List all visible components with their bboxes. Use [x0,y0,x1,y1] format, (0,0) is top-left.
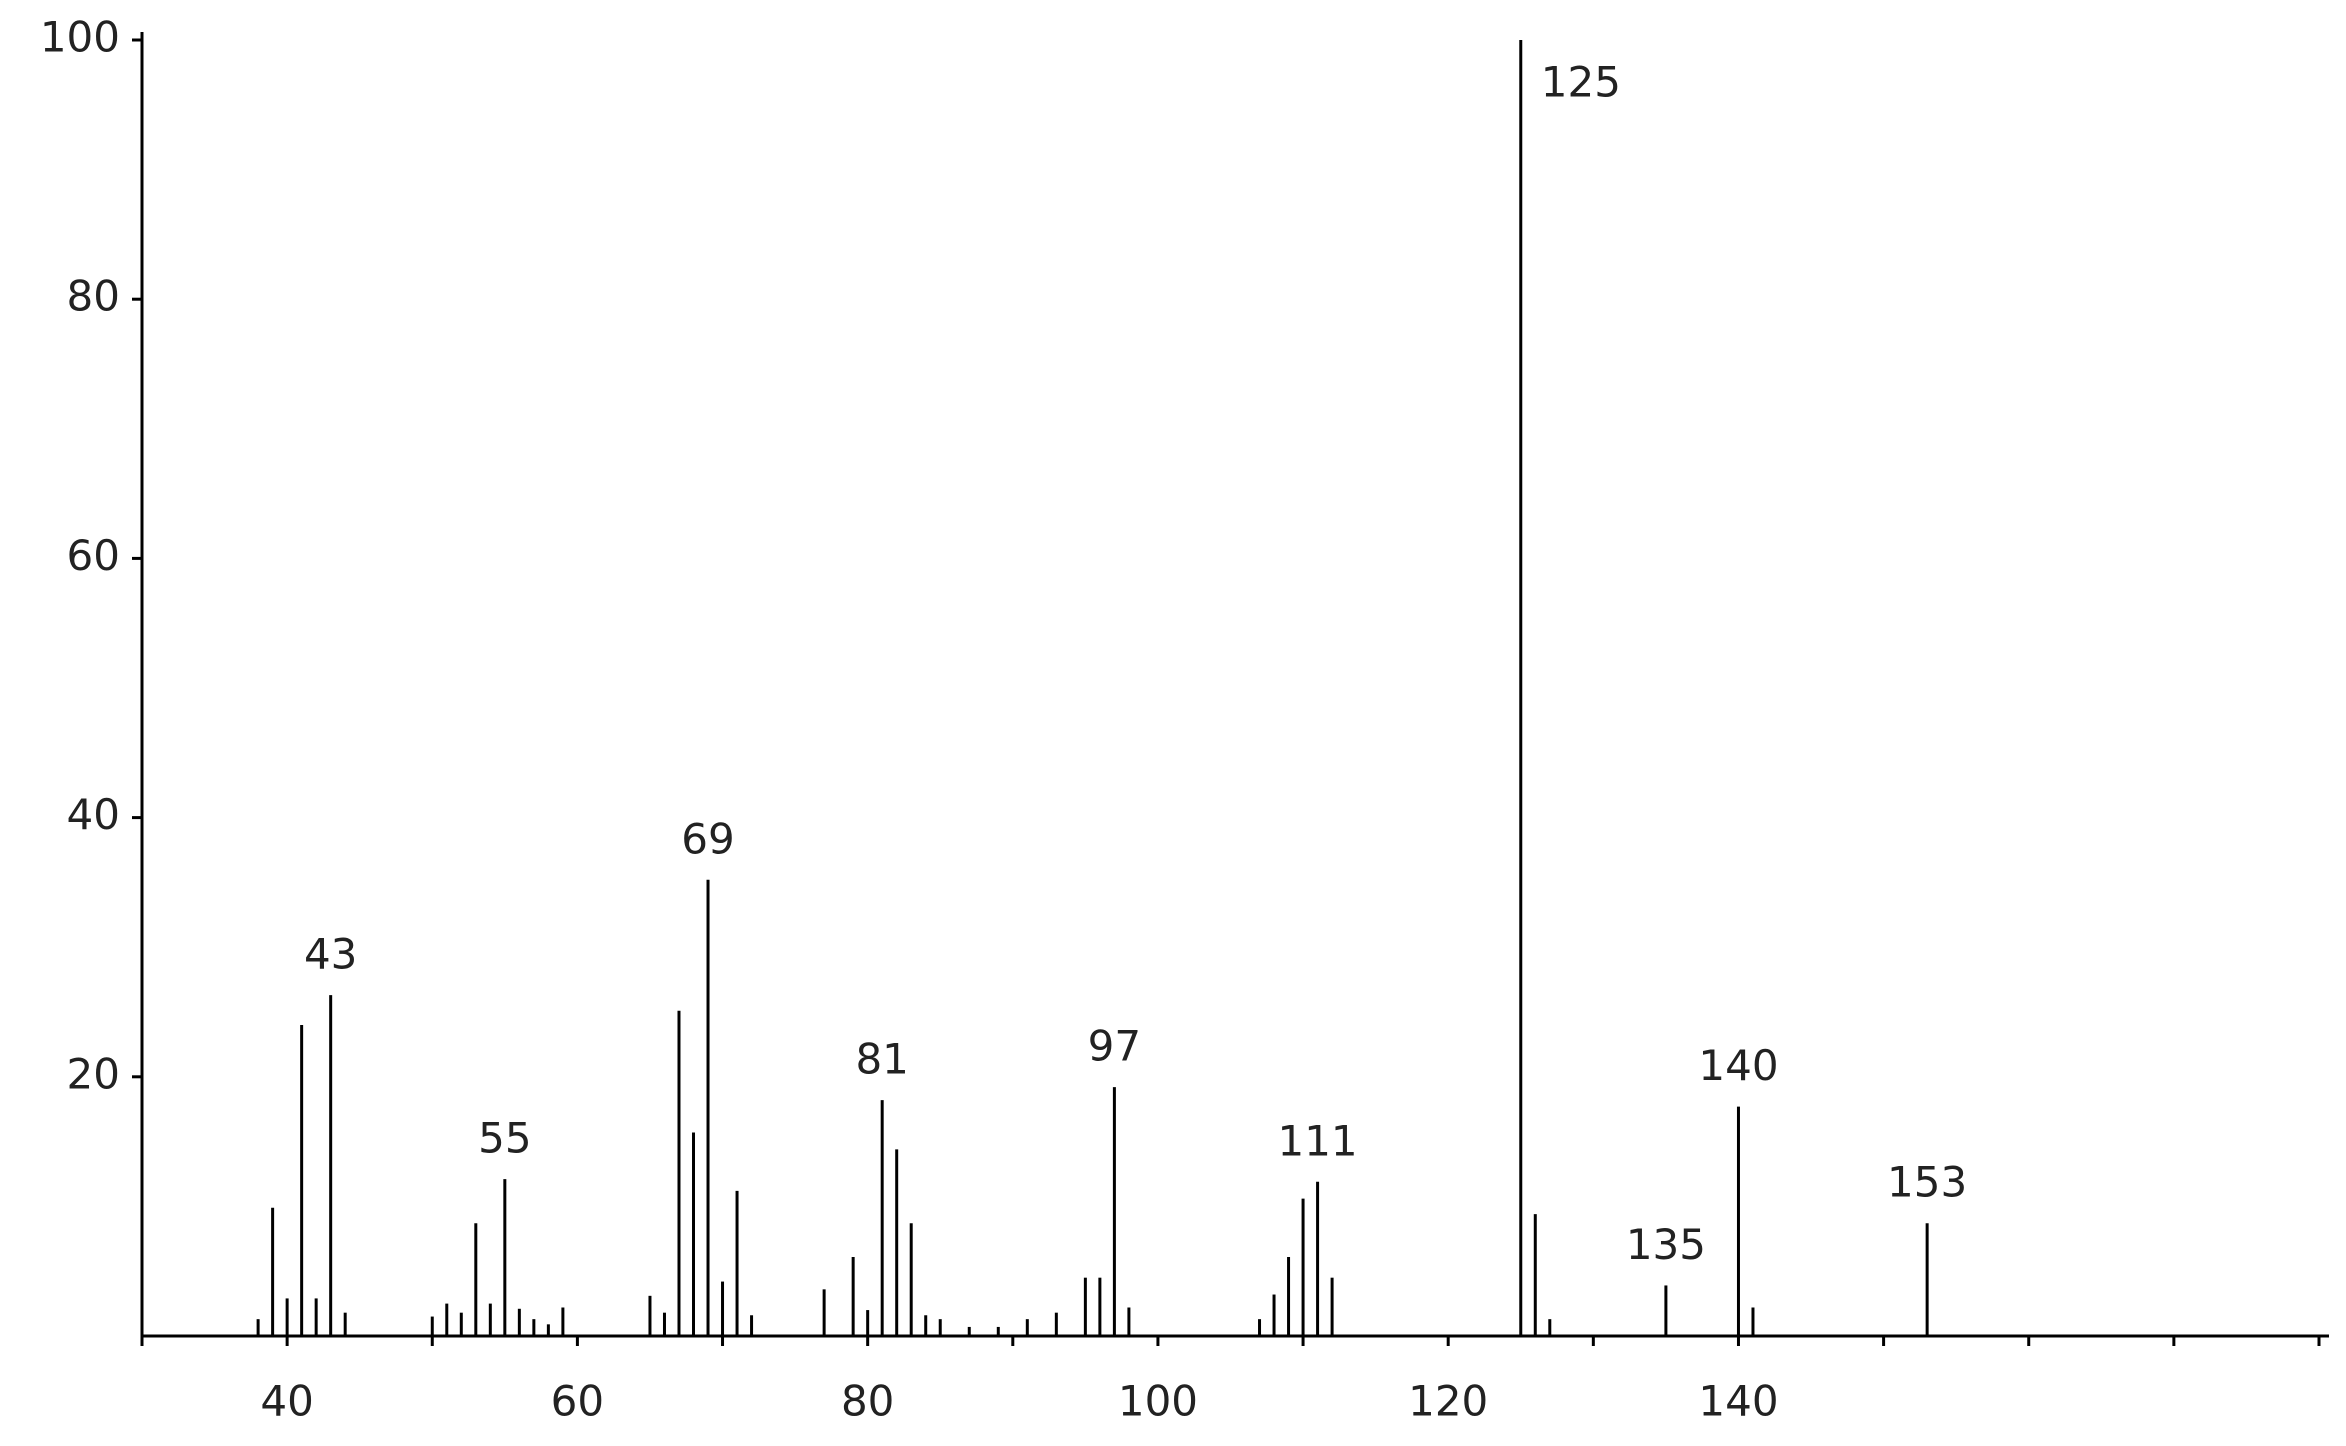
y-tick-label: 100 [40,13,120,62]
peak-label: 81 [855,1035,908,1084]
peak-label: 111 [1277,1116,1357,1165]
peak-label: 135 [1626,1220,1706,1269]
peak-label: 140 [1698,1041,1778,1090]
peak-label: 97 [1088,1022,1141,1071]
x-tick-label: 140 [1698,1377,1778,1426]
y-tick-label: 80 [67,272,120,321]
peak-label: 153 [1887,1158,1967,1207]
x-tick-label: 40 [260,1377,313,1426]
x-tick-label: 100 [1118,1377,1198,1426]
peak-label: 69 [681,814,734,863]
peak-label: 55 [478,1114,531,1163]
peak-label: 43 [304,930,357,979]
x-tick-label: 80 [841,1377,894,1426]
x-tick-label: 60 [551,1377,604,1426]
y-tick-label: 20 [67,1049,120,1098]
y-tick-label: 60 [67,531,120,580]
x-tick-label: 120 [1408,1377,1488,1426]
peak-label: 125 [1541,58,1621,107]
y-tick-label: 40 [67,790,120,839]
